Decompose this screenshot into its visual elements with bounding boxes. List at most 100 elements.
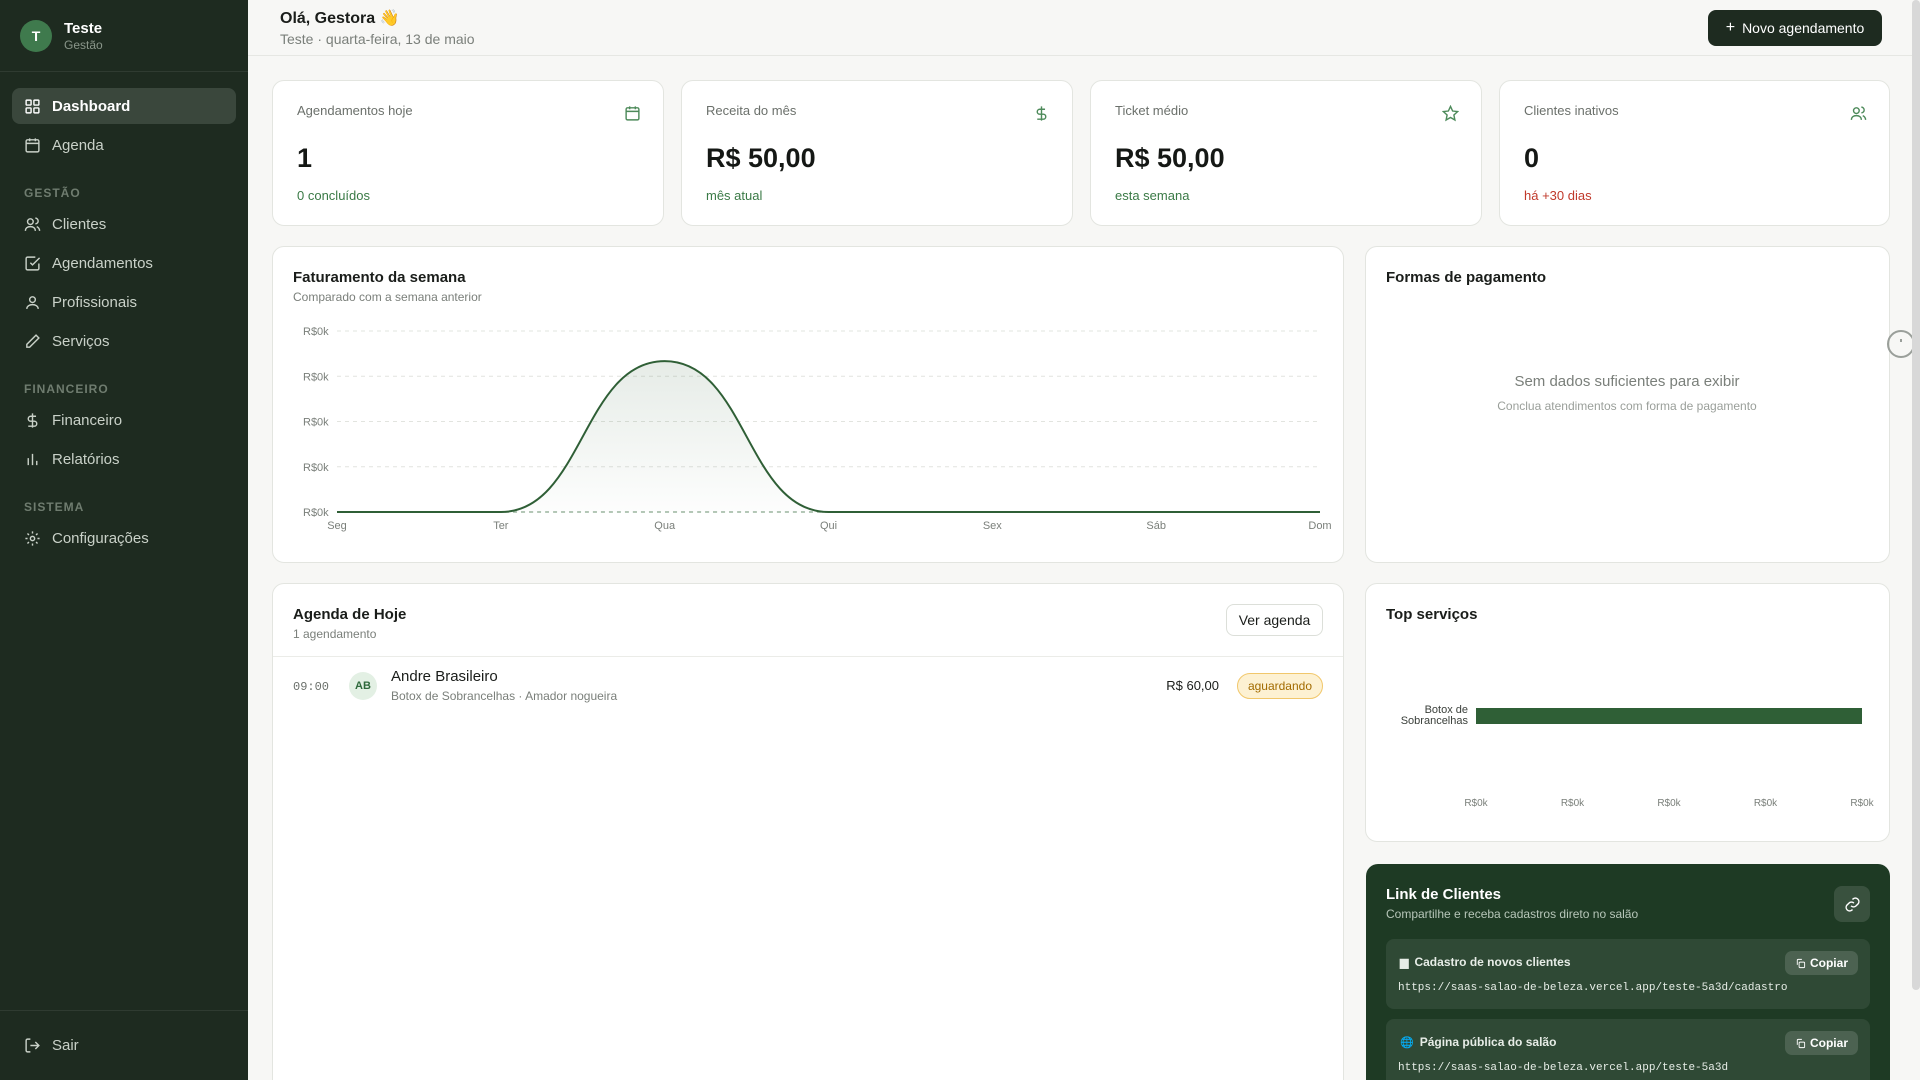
gear-icon (25, 530, 40, 546)
empty-state-title: Sem dados suficientes para exibir (1514, 373, 1740, 390)
kpi-label: Ticket médio (1115, 103, 1189, 118)
client-name: Andre Brasileiro (391, 668, 498, 685)
public-page-link-box: 🌐 Página pública do salão Copiar https:/… (1386, 1019, 1870, 1080)
kpi-card-revenue: Receita do mês R$ 50,00 mês atual (681, 80, 1073, 226)
calendar-icon (25, 137, 40, 153)
link-button[interactable] (1834, 886, 1870, 922)
new-appointment-button[interactable]: + Novo agendamento (1708, 10, 1882, 46)
today-agenda-title: Agenda de Hoje (293, 606, 407, 623)
registration-link-box: ▆ Cadastro de novos clientes Copiar http… (1386, 939, 1870, 1009)
category-label: Sobrancelhas (1401, 715, 1469, 727)
y-tick-label: R$0k (303, 326, 329, 338)
sidebar-item-financeiro[interactable]: Financeiro (12, 402, 236, 438)
pen-icon (26, 333, 40, 348)
date-line: Teste · quarta-feira, 13 de maio (280, 31, 475, 47)
copy-label: Copiar (1809, 1036, 1848, 1050)
kpi-value: 0 (1524, 143, 1540, 173)
client-link-title: Link de Clientes (1386, 886, 1502, 903)
sidebar-item-agendamentos[interactable]: Agendamentos (12, 245, 236, 281)
kpi-card-today: Agendamentos hoje 1 0 concluídos (272, 80, 664, 226)
checkbox-icon (25, 255, 41, 271)
weekly-revenue-title: Faturamento da semana (293, 269, 466, 286)
sidebar-item-configuracoes[interactable]: Configurações (12, 520, 236, 556)
avatar: AB (349, 672, 377, 700)
brand-subtitle: Gestão (64, 37, 103, 52)
sidebar-item-servicos[interactable]: Serviços (12, 323, 236, 359)
sidebar-nav: Dashboard Agenda GESTÃO Clientes Agendam… (0, 72, 248, 556)
clipboard-icon: ▆ (1400, 956, 1409, 969)
sidebar-item-agenda[interactable]: Agenda (12, 127, 236, 163)
kpi-sub: mês atual (706, 188, 763, 203)
sidebar-item-clientes[interactable]: Clientes (12, 206, 236, 242)
logout-button[interactable]: Sair (12, 1027, 236, 1063)
new-appointment-label: Novo agendamento (1742, 20, 1865, 36)
sidebar-item-label: Clientes (52, 215, 107, 233)
sidebar-item-dashboard[interactable]: Dashboard (12, 88, 236, 124)
kpi-card-inactive: Clientes inativos 0 há +30 dias (1499, 80, 1890, 226)
sidebar-item-profissionais[interactable]: Profissionais (12, 284, 236, 320)
x-tick-label: Seg (327, 520, 347, 532)
logout-icon (25, 1037, 40, 1053)
plus-icon: + (1725, 19, 1736, 36)
brand-name: Teste (64, 19, 103, 37)
kpi-card-ticket: Ticket médio R$ 50,00 esta semana (1090, 80, 1482, 226)
appointment-price: R$ 60,00 (1166, 678, 1219, 693)
client-link-card: Link de Clientes Compartilhe e receba ca… (1366, 864, 1890, 1080)
x-tick-label: Qua (654, 520, 676, 532)
status-badge: aguardando (1236, 673, 1323, 699)
category-label: Botox de (1425, 704, 1468, 716)
sidebar-item-label: Dashboard (52, 97, 131, 115)
payment-methods-card: Formas de pagamento Sem dados suficiente… (1365, 246, 1915, 563)
kpi-sub: esta semana (1115, 188, 1190, 203)
client-link-subtitle: Compartilhe e receba cadastros direto no… (1386, 907, 1639, 921)
current-week-area (337, 361, 1320, 512)
copy-button[interactable]: Copiar (1784, 1031, 1858, 1055)
appointment-time: 09:00 (293, 680, 330, 694)
view-agenda-button[interactable]: Ver agenda (1226, 604, 1323, 636)
sidebar-item-label: Profissionais (52, 293, 138, 311)
x-tick-label: R$0k (1464, 798, 1488, 809)
kpi-sub: 0 concluídos (297, 188, 370, 203)
x-tick-label: Sex (983, 520, 1002, 532)
sidebar-item-label: Agenda (52, 136, 104, 154)
brand-avatar: T (20, 19, 52, 52)
calendar-icon (625, 106, 640, 121)
y-tick-label: R$0k (303, 417, 329, 429)
x-tick-label: R$0k (1657, 798, 1681, 809)
sidebar: T Teste Gestão Dashboard Agenda GESTÃO C… (0, 0, 248, 1080)
x-tick-label: Sáb (1146, 520, 1166, 532)
copy-button[interactable]: Copiar (1784, 951, 1858, 975)
kpi-sub: há +30 dias (1524, 188, 1592, 203)
x-tick-label: R$0k (1561, 798, 1585, 809)
registration-url[interactable]: https://saas-salao-de-beleza.vercel.app/… (1398, 982, 1788, 994)
link-box-title: 🌐 Página pública do salão (1400, 1035, 1556, 1049)
sidebar-item-label: Agendamentos (52, 254, 153, 272)
brand: T Teste Gestão (0, 0, 248, 72)
today-agenda-card: Agenda de Hoje 1 agendamento Ver agenda … (272, 583, 1344, 1080)
page-title: Olá, Gestora 👋 (280, 10, 400, 27)
star-icon (1442, 105, 1459, 122)
users-icon (24, 216, 41, 231)
scrollbar[interactable] (1912, 0, 1920, 990)
y-tick-label: R$0k (303, 507, 329, 519)
x-tick-label: Qui (820, 520, 837, 532)
y-tick-label: R$0k (303, 462, 329, 474)
sidebar-item-label: Configurações (52, 529, 149, 547)
current-week-line (336, 360, 1320, 513)
sidebar-footer: Sair (0, 1010, 248, 1080)
divider (273, 656, 1343, 657)
nav-section-gestao: GESTÃO (24, 186, 81, 200)
bar-chart-icon (27, 453, 38, 465)
sidebar-item-label: Relatórios (52, 450, 120, 468)
kpi-value: R$ 50,00 (1115, 143, 1225, 173)
link-box-title: ▆ Cadastro de novos clientes (1400, 955, 1571, 969)
copy-icon (1796, 1038, 1806, 1048)
kpi-label: Agendamentos hoje (297, 103, 413, 118)
empty-state-subtitle: Conclua atendimentos com forma de pagame… (1497, 399, 1757, 413)
public-page-url[interactable]: https://saas-salao-de-beleza.vercel.app/… (1398, 1062, 1729, 1074)
page-header: Olá, Gestora 👋 Teste · quarta-feira, 13 … (248, 0, 1920, 56)
sidebar-item-relatorios[interactable]: Relatórios (12, 441, 236, 477)
nav-section-financeiro: FINANCEIRO (24, 382, 109, 396)
